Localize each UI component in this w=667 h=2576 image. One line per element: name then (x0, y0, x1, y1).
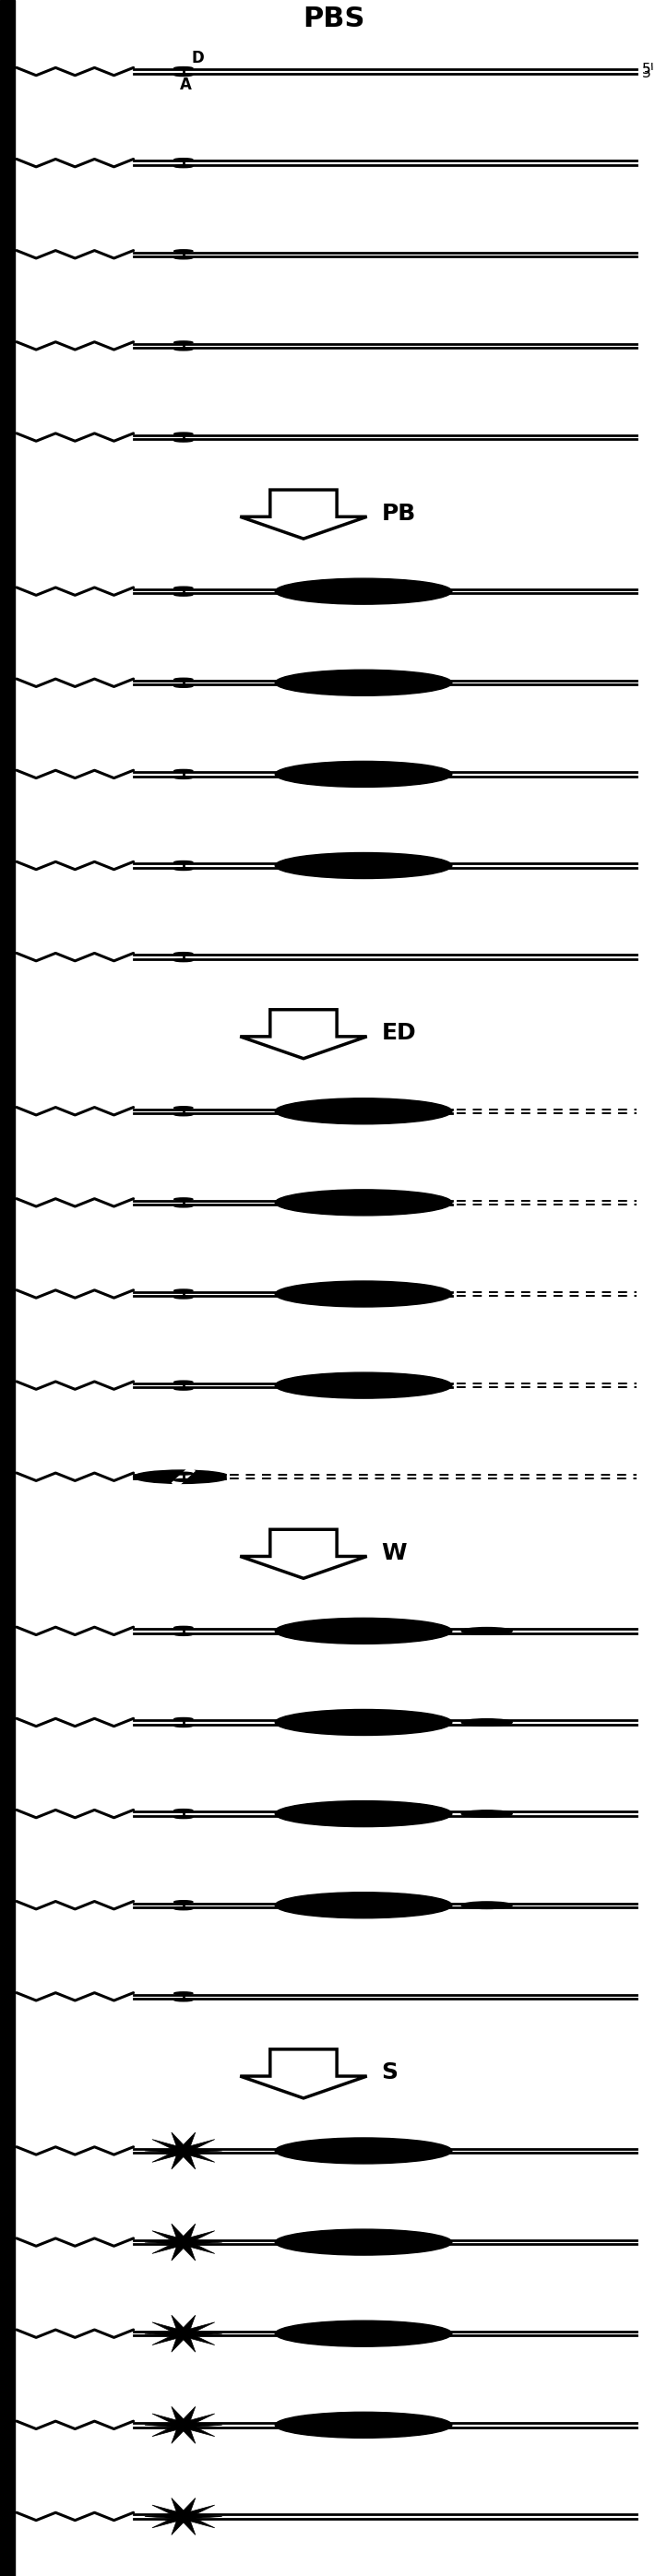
Circle shape (174, 2427, 193, 2429)
Text: S: S (382, 2061, 398, 2084)
Ellipse shape (275, 853, 452, 878)
Circle shape (462, 1108, 512, 1115)
Ellipse shape (275, 670, 452, 696)
Circle shape (174, 2519, 193, 2522)
Circle shape (174, 1625, 193, 1628)
Polygon shape (145, 2223, 222, 2262)
Circle shape (174, 340, 193, 343)
Circle shape (174, 440, 193, 443)
Circle shape (133, 1471, 229, 1484)
Circle shape (462, 1628, 512, 1636)
Circle shape (174, 770, 193, 773)
Text: PB: PB (382, 502, 416, 526)
Circle shape (174, 250, 193, 252)
Circle shape (174, 258, 193, 260)
Circle shape (174, 1381, 193, 1383)
Circle shape (174, 953, 193, 956)
Text: A: A (180, 77, 192, 93)
Polygon shape (145, 2316, 222, 2352)
Text: 5': 5' (642, 62, 654, 77)
Circle shape (174, 958, 193, 961)
Circle shape (174, 677, 193, 680)
Circle shape (174, 587, 193, 590)
Circle shape (462, 1291, 512, 1298)
Circle shape (174, 1113, 193, 1115)
Polygon shape (145, 2499, 222, 2535)
Circle shape (462, 1381, 512, 1388)
Circle shape (174, 157, 193, 160)
Circle shape (174, 1633, 193, 1636)
Circle shape (174, 1479, 193, 1481)
Text: W: W (382, 1543, 407, 1564)
Polygon shape (145, 2406, 222, 2445)
Polygon shape (240, 2050, 367, 2099)
Circle shape (174, 1473, 193, 1476)
Circle shape (174, 592, 193, 595)
Circle shape (174, 2239, 193, 2241)
Circle shape (174, 2244, 193, 2246)
Circle shape (174, 1999, 193, 2002)
Circle shape (174, 1808, 193, 1811)
Circle shape (174, 2146, 193, 2148)
Polygon shape (240, 1010, 367, 1059)
Polygon shape (240, 489, 367, 538)
Circle shape (174, 1479, 193, 1481)
Circle shape (174, 1473, 193, 1476)
Circle shape (174, 2512, 193, 2514)
Bar (0, 0, 15, 2576)
Ellipse shape (275, 2138, 452, 2164)
Ellipse shape (275, 1373, 452, 1399)
Ellipse shape (275, 580, 452, 605)
Circle shape (174, 165, 193, 167)
Ellipse shape (275, 1893, 452, 1919)
Circle shape (174, 1816, 193, 1819)
Ellipse shape (275, 1618, 452, 1643)
Text: 3': 3' (642, 67, 654, 80)
Ellipse shape (275, 762, 452, 788)
Circle shape (174, 2154, 193, 2156)
Ellipse shape (275, 2321, 452, 2347)
Text: ED: ED (382, 1023, 416, 1043)
Circle shape (174, 1108, 193, 1110)
Circle shape (462, 1198, 512, 1206)
Circle shape (174, 2421, 193, 2424)
Polygon shape (145, 2133, 222, 2169)
Circle shape (174, 1296, 193, 1298)
Circle shape (174, 1723, 193, 1726)
Circle shape (174, 1906, 193, 1909)
Circle shape (174, 1291, 193, 1293)
Ellipse shape (275, 1097, 452, 1123)
Circle shape (462, 1901, 512, 1909)
Text: D: D (191, 49, 204, 67)
Circle shape (174, 348, 193, 350)
Circle shape (174, 860, 193, 863)
Ellipse shape (275, 2228, 452, 2254)
Circle shape (462, 1811, 512, 1816)
Circle shape (174, 685, 193, 688)
Circle shape (174, 1198, 193, 1200)
Circle shape (174, 2329, 193, 2331)
Circle shape (174, 1991, 193, 1994)
Ellipse shape (275, 1280, 452, 1306)
Circle shape (174, 775, 193, 778)
Circle shape (174, 868, 193, 871)
Polygon shape (240, 1530, 367, 1579)
Text: PBS: PBS (302, 5, 365, 33)
Circle shape (174, 1718, 193, 1721)
Circle shape (174, 1388, 193, 1391)
Ellipse shape (275, 1801, 452, 1826)
Circle shape (174, 75, 193, 77)
Ellipse shape (275, 1190, 452, 1216)
Circle shape (174, 433, 193, 435)
Circle shape (462, 1718, 512, 1726)
Circle shape (174, 1901, 193, 1904)
Circle shape (174, 67, 193, 70)
Circle shape (174, 2336, 193, 2339)
Ellipse shape (275, 2411, 452, 2437)
Circle shape (174, 1206, 193, 1208)
Ellipse shape (275, 1710, 452, 1736)
